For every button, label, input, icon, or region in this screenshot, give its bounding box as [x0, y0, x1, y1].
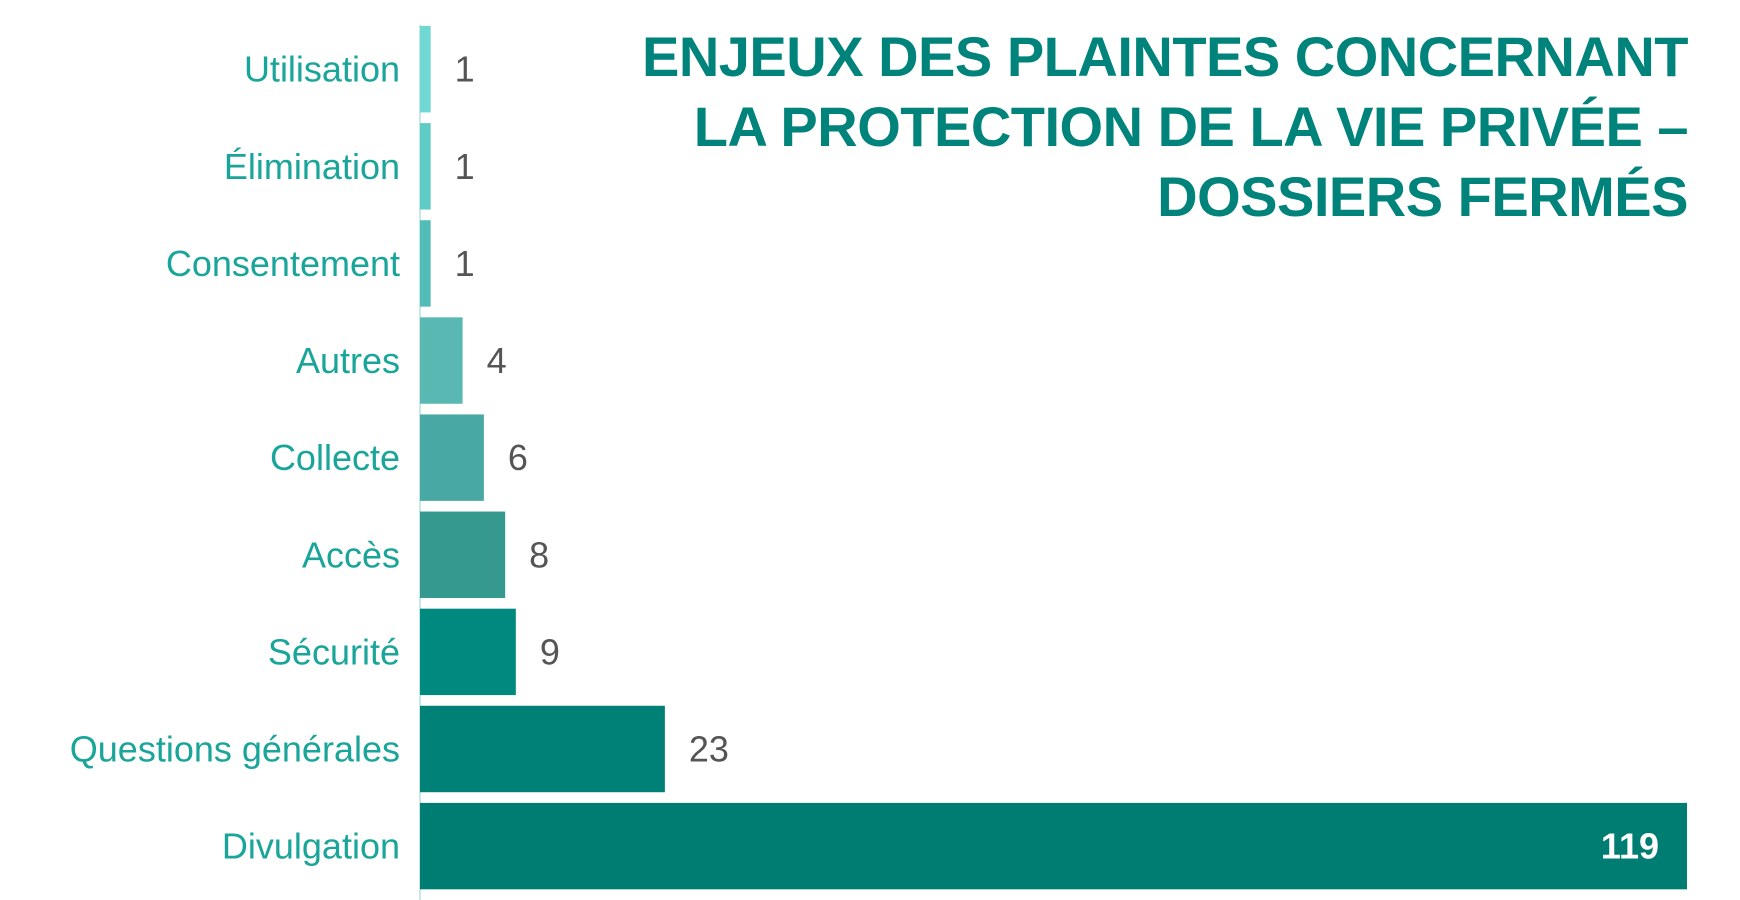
chart-title-line-1: ENJEUX DES PLAINTES CONCERNANT	[641, 25, 1689, 88]
bar-0	[420, 26, 431, 113]
value-label-1: 1	[455, 146, 475, 187]
bar-4	[420, 414, 484, 501]
chart-title-line-3: DOSSIERS FERMÉS	[1157, 165, 1688, 228]
bar-7	[420, 705, 665, 793]
category-label-2: Consentement	[166, 243, 400, 284]
category-label-1: Élimination	[224, 146, 400, 187]
category-label-5: Accès	[302, 534, 400, 575]
chart-title-line-2: LA PROTECTION DE LA VIE PRIVÉE –	[693, 95, 1689, 158]
bar-3	[420, 317, 463, 404]
bar-1	[420, 123, 431, 210]
category-labels-group: Utilisation Élimination Consentement Autres…	[70, 49, 400, 867]
category-label-7: Questions générales	[70, 728, 400, 769]
bar-6	[420, 608, 516, 696]
chart-title: ENJEUX DES PLAINTES CONCERNANT LA PROTEC…	[641, 22, 1689, 232]
category-label-4: Collecte	[270, 437, 400, 478]
value-label-3: 4	[487, 340, 507, 381]
value-label-2: 1	[455, 243, 475, 284]
category-label-0: Utilisation	[244, 49, 400, 90]
value-labels-group: 1 1 1 4 6 8 9 23 119	[455, 49, 1659, 867]
category-label-8: Divulgation	[222, 826, 400, 867]
bars-group	[420, 26, 1687, 890]
category-label-6: Sécurité	[268, 631, 400, 672]
value-label-8: 119	[1601, 826, 1659, 867]
value-label-0: 1	[455, 49, 475, 90]
category-label-3: Autres	[296, 340, 400, 381]
bar-5	[420, 511, 506, 598]
value-label-7: 23	[689, 728, 729, 769]
value-label-4: 6	[508, 437, 528, 478]
bar-8	[420, 802, 1687, 890]
bar-2	[420, 220, 431, 307]
value-label-6: 9	[540, 631, 560, 672]
value-label-5: 8	[529, 534, 549, 575]
